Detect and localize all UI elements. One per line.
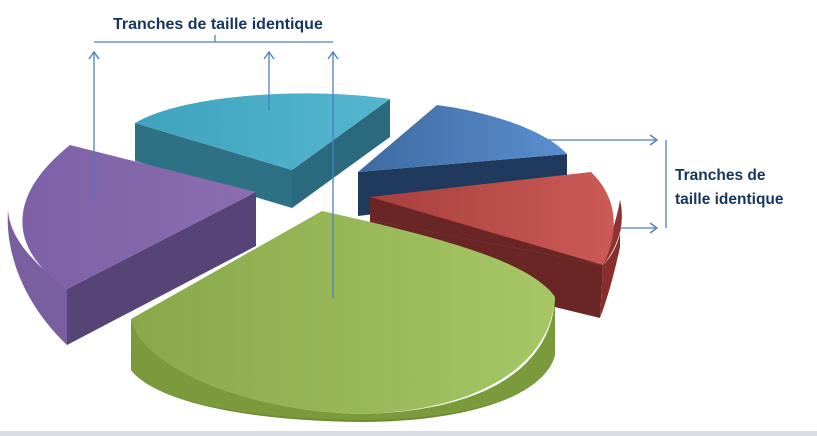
slice-teal xyxy=(135,93,390,208)
annotation-right-label-line1: Tranches de xyxy=(675,167,766,184)
slice-red-top xyxy=(370,172,614,265)
annotation-right-label-line2: taille identique xyxy=(675,191,784,208)
slice-teal-top xyxy=(135,93,390,170)
slice-purple-outer xyxy=(7,210,67,345)
annotation-top-label: Tranches de taille identique xyxy=(113,16,323,33)
slice-teal-side xyxy=(135,123,292,208)
slice-purple-top xyxy=(22,145,257,289)
slice-red-side xyxy=(600,200,622,318)
slice-green-top xyxy=(131,211,555,414)
slice-purple xyxy=(7,145,257,345)
annotation-top-arrows xyxy=(88,35,339,298)
slice-teal-front xyxy=(292,99,390,208)
slice-red xyxy=(370,172,622,318)
slice-purple-side xyxy=(67,192,256,345)
slice-green xyxy=(131,211,555,422)
bottom-band xyxy=(0,431,817,436)
annotation-right-arrows xyxy=(548,134,667,234)
slice-blue-top xyxy=(358,105,567,172)
